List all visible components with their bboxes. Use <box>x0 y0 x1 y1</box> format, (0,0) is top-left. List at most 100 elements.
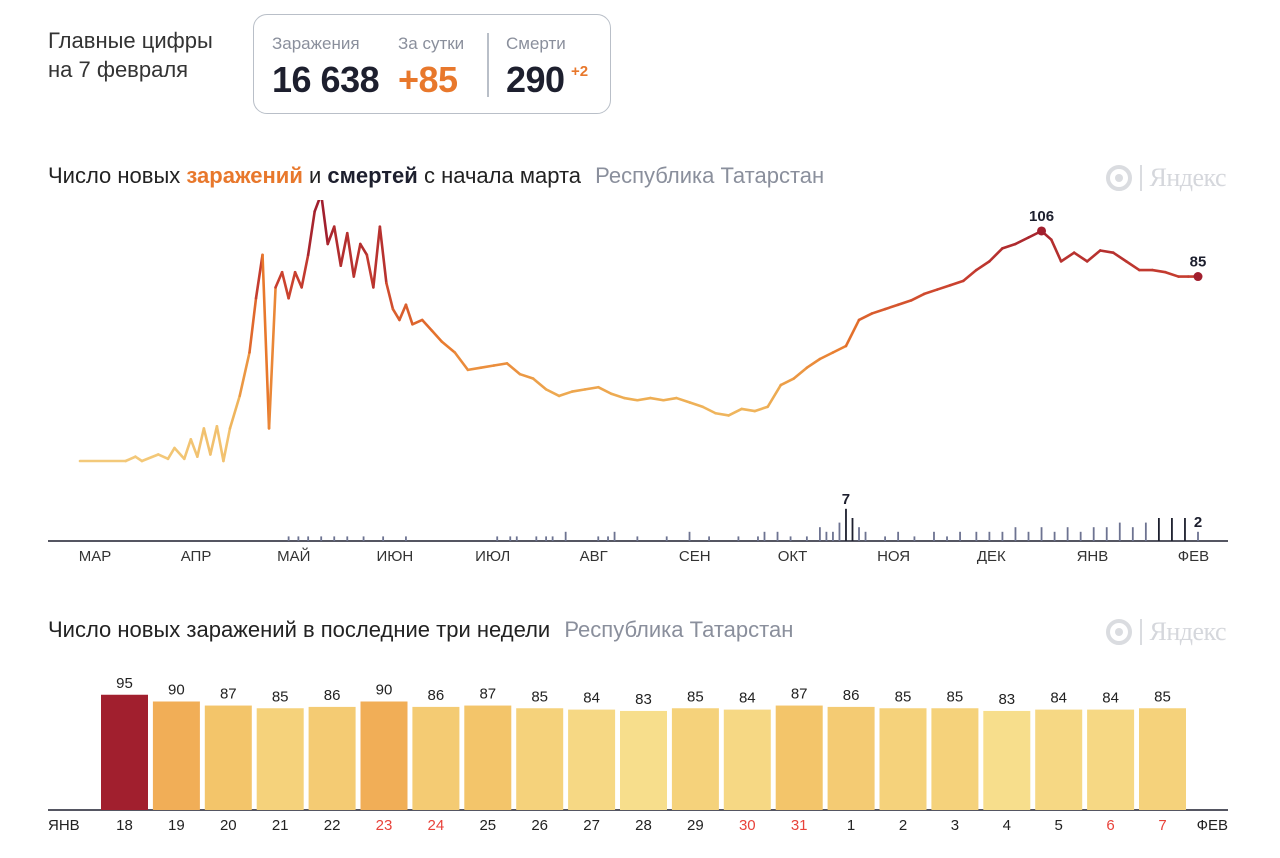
infections-line-segment <box>766 383 783 409</box>
infections-line-segment <box>557 390 574 398</box>
infections-line-segment <box>352 242 362 278</box>
infections-line-segment <box>140 453 160 463</box>
bar-value-label: 83 <box>998 691 1015 708</box>
yandex-logo: Яндекс <box>1106 163 1227 193</box>
x-tick-label: 18 <box>116 817 133 834</box>
death-bar <box>382 536 385 541</box>
infections-line-segment <box>189 438 199 458</box>
death-bar <box>1079 531 1082 541</box>
infections-annotation-label: 106 <box>1029 208 1054 225</box>
death-bar <box>1184 518 1186 541</box>
infections-line-segment <box>740 407 757 413</box>
x-tick-label: 23 <box>376 817 393 834</box>
bar <box>412 706 460 810</box>
title-part-5: с начала марта <box>423 163 582 188</box>
death-bar <box>597 536 600 541</box>
infections-line-segment <box>320 200 330 246</box>
infections-line-segment <box>935 283 952 291</box>
infections-line-segment <box>675 396 691 404</box>
bar-value-label: 84 <box>1102 690 1119 707</box>
death-bar <box>858 527 860 541</box>
bar-value-label: 85 <box>895 688 912 705</box>
infections-line-segment <box>805 357 822 369</box>
bar <box>775 705 823 810</box>
death-bar <box>545 536 548 541</box>
bar <box>256 708 304 810</box>
x-tick-label: ФЕВ <box>1178 548 1209 565</box>
infections-line-segment <box>280 270 290 300</box>
infections-line-segment <box>254 253 264 300</box>
infections-value: 16 638 <box>272 59 380 100</box>
bar <box>931 708 979 810</box>
bar-value-label: 83 <box>635 691 652 708</box>
stats-box: Заражения 16 638 За сутки +85 Смерти 290… <box>253 14 611 114</box>
infections-line-segment <box>196 427 206 458</box>
bar <box>1035 709 1083 810</box>
infections-line-segment <box>649 396 665 402</box>
death-bar <box>320 536 323 541</box>
bar <box>360 701 408 810</box>
death-bar <box>1171 518 1173 541</box>
infections-line-segment <box>1151 268 1167 274</box>
death-bar <box>515 536 518 541</box>
main-chart-region: Республика Татарстан <box>595 163 825 188</box>
infections-line-segment <box>183 438 193 461</box>
infections-line-segment <box>274 270 284 289</box>
infections-line-segment <box>134 455 144 463</box>
x-tick-label: МАЙ <box>277 547 310 565</box>
death-bar <box>1105 527 1108 541</box>
infections-line-segment <box>359 242 369 257</box>
death-bar <box>535 536 538 541</box>
deaths-label: Смерти <box>506 34 566 53</box>
x-tick-label: 28 <box>635 817 652 834</box>
death-bar <box>946 536 948 541</box>
x-tick-label: 29 <box>687 817 704 834</box>
death-bar <box>564 531 567 541</box>
death-bar <box>845 508 847 541</box>
bar <box>983 710 1031 810</box>
infections-line-segment <box>948 279 965 287</box>
infections-line-segment <box>896 299 913 307</box>
death-bar <box>1144 522 1147 541</box>
bar <box>101 694 148 810</box>
bar-value-label: 95 <box>116 675 133 692</box>
main-chart: МАР АПР МАЙ ИЮН ИЮЛ АВГ СЕН ОКТ НОЯ ДЕК ЯНВ ФЕВ 106 8… <box>48 200 1228 565</box>
infections-line-segment <box>662 396 678 402</box>
death-bar <box>1053 531 1056 541</box>
bar <box>620 710 667 810</box>
stats-divider <box>487 33 489 97</box>
death-bar <box>763 531 766 541</box>
infections-line-segment <box>430 329 444 343</box>
infections-line-segment <box>844 318 861 348</box>
infections-line-segment <box>248 296 258 354</box>
yandex-logo-icon <box>1106 165 1132 191</box>
infections-line-segment <box>365 253 375 289</box>
bar-value-label: 87 <box>479 686 496 703</box>
bar-value-label: 85 <box>947 688 964 705</box>
infections-line-segment <box>479 364 496 369</box>
bar-chart: 9518901987208521862290238624872585268427… <box>48 675 1228 834</box>
death-bar <box>496 536 499 541</box>
infections-line-segment <box>378 225 388 285</box>
infections-line-segment <box>1001 242 1017 250</box>
infections-line-segment <box>792 366 809 380</box>
death-bar <box>333 536 336 541</box>
bar <box>879 708 927 810</box>
title-part-3: и <box>308 163 322 188</box>
death-bar <box>688 531 691 541</box>
infections-line-segment <box>505 362 522 376</box>
death-bar <box>757 536 759 541</box>
infections-line-segment <box>988 247 1004 263</box>
infections-line-segment <box>779 377 796 387</box>
bar <box>464 705 512 810</box>
infections-line-segment <box>372 225 382 289</box>
infections-line-segment <box>1111 251 1128 263</box>
infections-line-segment <box>818 351 835 361</box>
bar <box>1139 708 1186 810</box>
death-bar <box>297 536 300 541</box>
x-tick-label: ЯНВ <box>1077 548 1109 565</box>
infections-line-segment <box>391 307 401 322</box>
infections-line-segment <box>420 318 434 333</box>
infections-line-segment <box>688 401 704 409</box>
infections-line-segment <box>313 200 321 213</box>
